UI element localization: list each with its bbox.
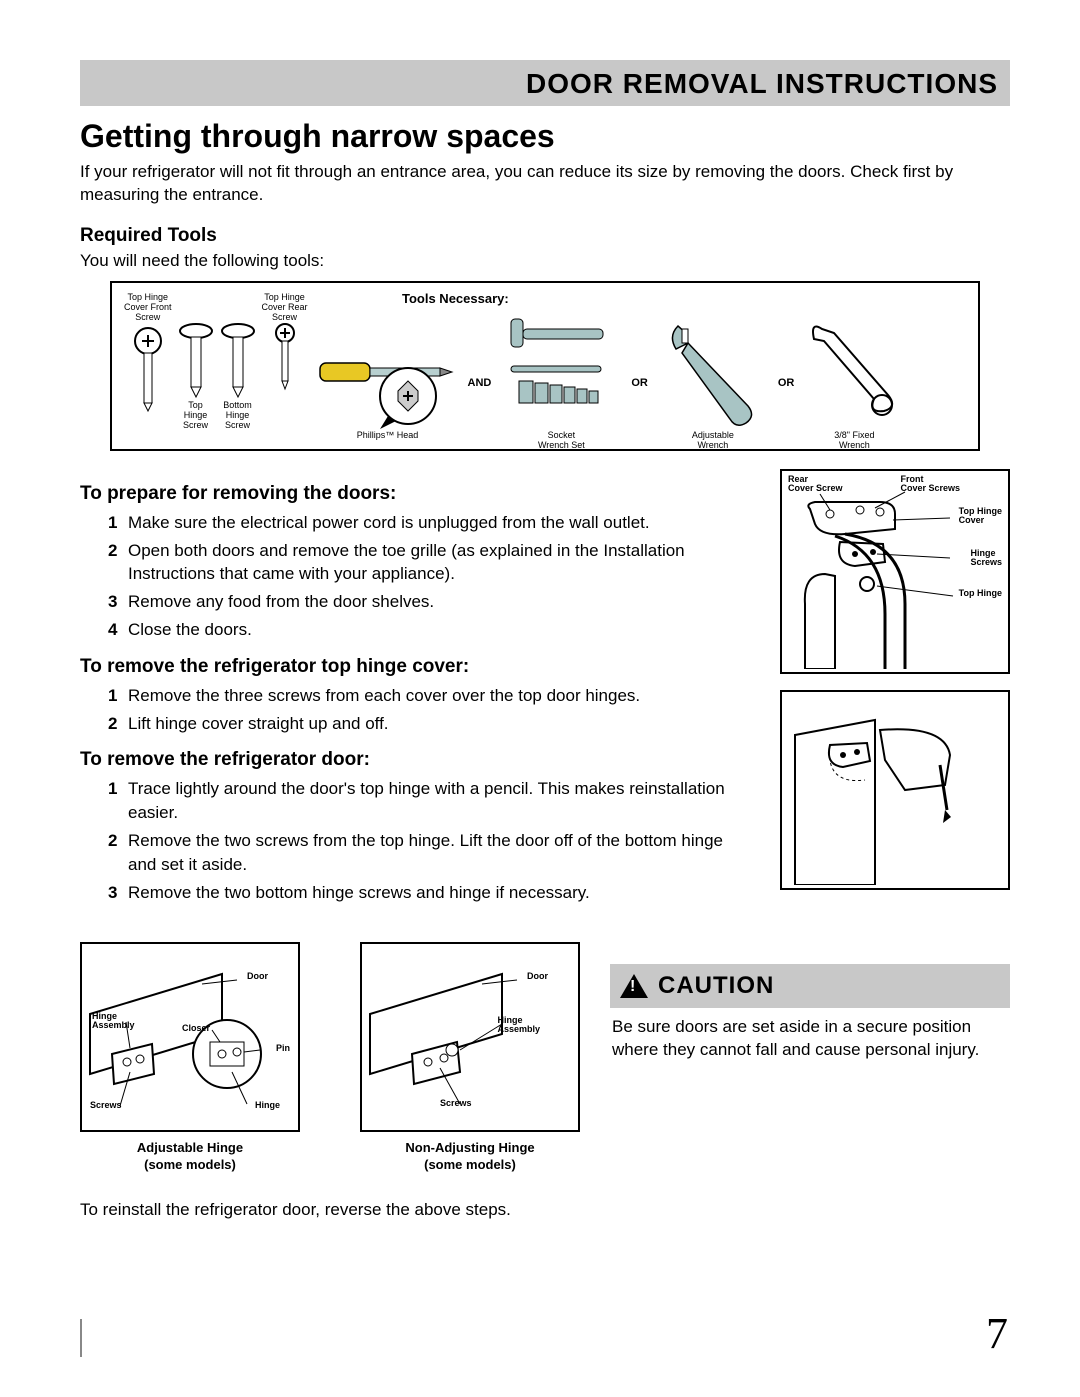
caution-body: Be sure doors are set aside in a secure … <box>610 1008 1010 1062</box>
socket-wrench-icon: Socket Wrench Set <box>501 311 621 451</box>
tools-diagram: Tools Necessary: Top Hinge Cover Front S… <box>110 281 980 451</box>
section-title: DOOR REMOVAL INSTRUCTIONS <box>92 68 998 100</box>
prepare-steps: 1Make sure the electrical power cord is … <box>80 511 752 642</box>
pencil-trace-diagram <box>780 690 1010 890</box>
page-rule <box>80 1319 82 1357</box>
hinge-cover-steps: 1Remove the three screws from each cover… <box>80 684 752 736</box>
caution-box: CAUTION Be sure doors are set aside in a… <box>610 964 1010 1062</box>
reinstall-text: To reinstall the refrigerator door, reve… <box>80 1200 1010 1220</box>
screwdriver-icon: Phillips™ Head <box>318 321 458 441</box>
page-title: Getting through narrow spaces <box>80 118 1010 155</box>
screw-icon: Bottom Hinge Screw <box>220 321 256 431</box>
intro-text: If your refrigerator will not fit throug… <box>80 161 1010 207</box>
or-label: OR <box>631 377 648 389</box>
section-header: DOOR REMOVAL INSTRUCTIONS <box>80 60 1010 106</box>
top-hinge-diagram: Rear Cover Screw Front Cover Screws Top … <box>780 469 1010 674</box>
or-label: OR <box>778 377 795 389</box>
tools-necessary-label: Tools Necessary: <box>402 291 509 306</box>
warning-icon <box>620 974 648 998</box>
screw-icon: Top Hinge Cover Rear Screw <box>262 293 308 393</box>
required-tools-heading: Required Tools <box>80 225 1010 247</box>
prepare-heading: To prepare for removing the doors: <box>80 483 752 505</box>
and-label: AND <box>468 377 492 389</box>
fixed-wrench-icon: 3/8" Fixed Wrench <box>804 311 904 451</box>
caution-title: CAUTION <box>658 972 774 1000</box>
hinge-cover-heading: To remove the refrigerator top hinge cov… <box>80 656 752 678</box>
adjustable-wrench-icon: Adjustable Wrench <box>658 311 768 451</box>
remove-door-steps: 1Trace lightly around the door's top hin… <box>80 777 752 904</box>
screw-icon: Top Hinge Screw <box>178 321 214 431</box>
adjustable-hinge-diagram: Door Hinge Assembly Closer Pin Screws Hi… <box>80 942 300 1174</box>
screw-icon: Top Hinge Cover Front Screw <box>124 293 172 413</box>
page-number: 7 <box>986 1308 1008 1359</box>
required-tools-subtext: You will need the following tools: <box>80 251 1010 271</box>
remove-door-heading: To remove the refrigerator door: <box>80 749 752 771</box>
nonadjusting-hinge-diagram: Door Hinge Assembly Screws Non-Adjusting… <box>360 942 580 1174</box>
